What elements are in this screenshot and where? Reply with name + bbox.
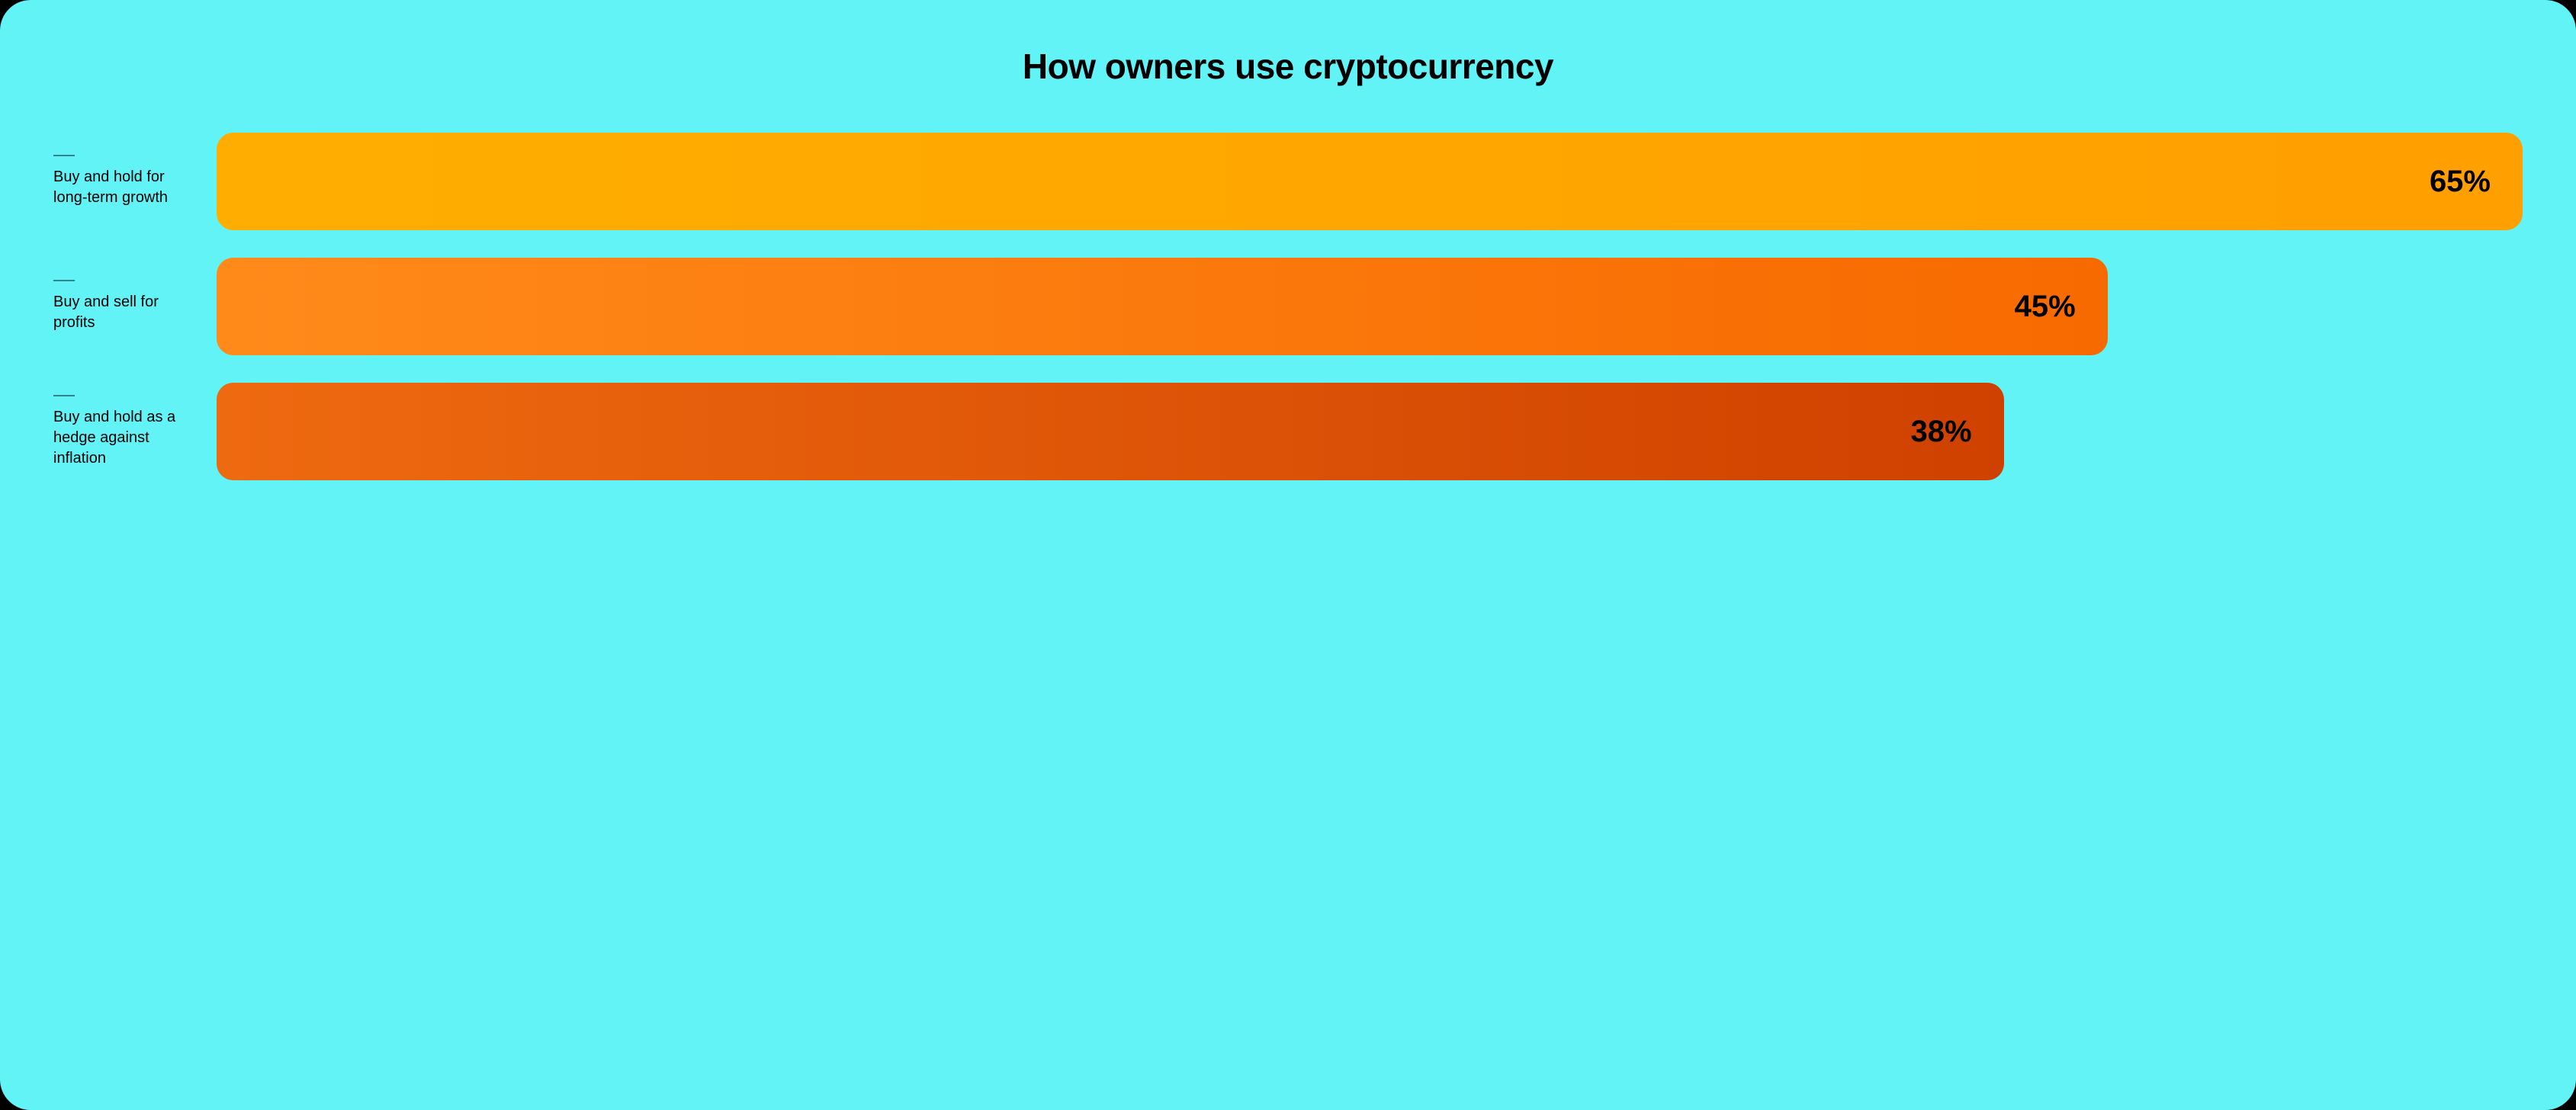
bar-rows: Buy and hold for long-term growth65%Buy … (53, 133, 2523, 1041)
bar-track: 65% (217, 133, 2523, 230)
tick-mark (53, 395, 75, 396)
bar-row: Buy and hold as a hedge against inflatio… (53, 383, 2523, 480)
tick-mark (53, 155, 75, 156)
bar-value: 65% (2430, 165, 2491, 199)
chart-card: How owners use cryptocurrency Buy and ho… (0, 0, 2576, 1110)
bar-track: 45% (217, 258, 2523, 355)
bar-value: 38% (1911, 415, 1972, 449)
bar-row: Buy and hold for long-term growth 65% (53, 133, 2523, 230)
bar-value: 45% (2015, 290, 2076, 324)
bar: 65% (217, 133, 2523, 230)
bar-label: Buy and hold as a hedge against inflatio… (53, 407, 191, 469)
bar-label-col: Buy and hold for long-term growth (53, 155, 191, 208)
bar-row: Buy and sell for profits 45% (53, 258, 2523, 355)
bar-label-col: Buy and sell for profits (53, 280, 191, 333)
bar: 45% (217, 258, 2108, 355)
chart-title: How owners use cryptocurrency (53, 46, 2523, 87)
bar-label-col: Buy and hold as a hedge against inflatio… (53, 395, 191, 469)
tick-mark (53, 280, 75, 281)
bar-label: Buy and sell for profits (53, 292, 191, 333)
bar-track: 38% (217, 383, 2523, 480)
bar-label: Buy and hold for long-term growth (53, 167, 191, 208)
bar: 38% (217, 383, 2004, 480)
